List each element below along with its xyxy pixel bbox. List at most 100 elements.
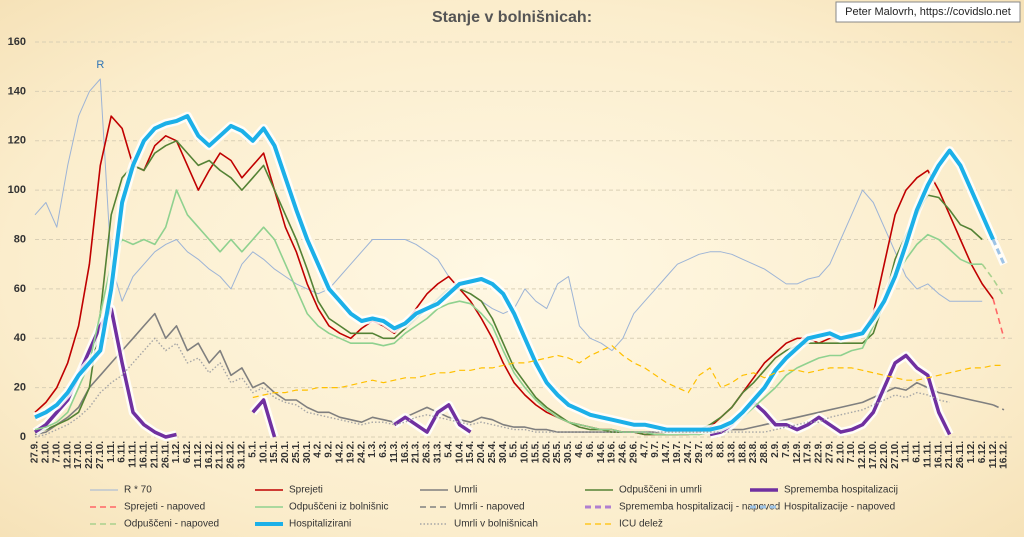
x-tick-label: 5.4. [443, 441, 454, 458]
x-tick-label: 4.2. [313, 441, 324, 458]
x-tick-label: 16.12. [204, 441, 215, 469]
x-tick-label: 19.7. [672, 441, 683, 463]
x-tick-label: 24.6. [618, 441, 629, 463]
series-line [34, 189, 983, 436]
x-tick-label: 9.7. [650, 441, 661, 458]
x-tick-label: 14.7. [661, 441, 672, 463]
x-tick-label: 30.5. [563, 441, 574, 463]
series-line [992, 404, 1005, 411]
x-tick-label: 1.12. [171, 441, 182, 463]
x-tick-label: 5.1. [247, 441, 258, 458]
x-tick-label: 14.6. [596, 441, 607, 463]
x-tick-label: 27.9. [824, 441, 835, 463]
legend-label: Sprememba hospitalizacij - napoved [619, 502, 780, 513]
credit: Peter Malovrh, https://covidslo.net [845, 6, 1011, 18]
x-tick-label: 15.4. [465, 441, 476, 463]
x-tick-label: 6.12. [977, 441, 988, 463]
annotation: R [96, 59, 104, 71]
x-tick-label: 22.10. [84, 441, 95, 469]
y-tick-label: 120 [8, 135, 26, 147]
x-tick-label: 3.8. [705, 441, 716, 458]
x-tick-label: 31.3. [432, 441, 443, 463]
series-line [34, 114, 995, 432]
x-tick-label: 10.1. [258, 441, 269, 463]
x-tick-label: 24.2. [356, 441, 367, 463]
x-tick-label: 14.2. [334, 441, 345, 463]
x-tick-label: 29.7. [694, 441, 705, 463]
x-tick-label: 2.10. [835, 441, 846, 463]
legend-label: Hospitalizirani [289, 519, 351, 530]
y-tick-label: 100 [8, 184, 26, 196]
legend-label: Hospitalizacije - napoved [784, 502, 895, 513]
x-tick-label: 12.10. [62, 441, 73, 469]
x-tick-label: 16.12. [999, 441, 1010, 469]
x-tick-label: 11.11. [922, 441, 933, 468]
x-tick-label: 11.11. [128, 441, 139, 468]
x-tick-label: 25.1. [291, 441, 302, 463]
legend-label: R * 70 [124, 485, 152, 496]
x-tick-label: 18.8. [737, 441, 748, 463]
series-line [991, 238, 1006, 265]
x-tick-label: 17.10. [868, 441, 879, 469]
x-tick-label: 25.4. [487, 441, 498, 463]
legend-label: ICU delež [619, 519, 663, 530]
x-tick-label: 8.8. [716, 441, 727, 458]
x-tick-label: 11.12. [193, 441, 204, 468]
x-tick-label: 20.5. [541, 441, 552, 463]
y-tick-label: 160 [8, 36, 26, 48]
x-tick-label: 27.10. [890, 441, 901, 469]
x-tick-label: 24.7. [683, 441, 694, 463]
legend-label: Umrli - napoved [454, 502, 525, 513]
x-tick-label: 2.10. [41, 441, 52, 463]
x-tick-label: 9.2. [324, 441, 335, 458]
x-tick-label: 6.3. [378, 441, 389, 458]
x-tick-label: 6.12. [182, 441, 193, 463]
legend-label: Sprejeti [289, 485, 323, 496]
x-tick-label: 15.5. [530, 441, 541, 463]
x-tick-label: 4.6. [574, 441, 585, 458]
x-tick-label: 22.9. [814, 441, 825, 463]
x-tick-label: 16.11. [139, 441, 150, 468]
x-tick-label: 23.8. [748, 441, 759, 463]
legend-label: Odpuščeni - napoved [124, 519, 219, 530]
x-tick-label: 21.12. [215, 441, 226, 469]
series-line [34, 115, 994, 436]
series-line [34, 312, 994, 436]
x-tick-label: 2.9. [770, 441, 781, 458]
x-tick-label: 31.12. [237, 441, 248, 469]
x-tick-label: 13.8. [726, 441, 737, 463]
y-tick-label: 60 [14, 283, 26, 295]
chart-title: Stanje v bolnišnicah: [432, 9, 592, 26]
x-tick-label: 26.11. [955, 441, 966, 468]
y-tick-label: 80 [14, 233, 26, 245]
x-tick-label: 5.5. [509, 441, 520, 458]
y-tick-label: 40 [14, 332, 26, 344]
x-tick-label: 26.3. [422, 441, 433, 463]
x-tick-label: 26.12. [226, 441, 237, 469]
x-tick-label: 4.7. [639, 441, 650, 458]
x-tick-label: 22.10. [879, 441, 890, 469]
x-tick-label: 6.11. [912, 441, 923, 463]
x-tick-label: 7.10. [51, 441, 62, 463]
x-tick-label: 17.9. [803, 441, 814, 463]
legend-label: Sprejeti - napoved [124, 502, 205, 513]
x-tick-label: 16.11. [933, 441, 944, 468]
x-tick-label: 1.11. [106, 441, 117, 463]
x-tick-label: 12.9. [792, 441, 803, 463]
legend-label: Odpuščeni in umrli [619, 485, 702, 496]
y-tick-label: 140 [8, 85, 26, 97]
series-line [252, 345, 1004, 399]
y-tick-label: 20 [14, 382, 26, 394]
x-tick-label: 9.6. [585, 441, 596, 458]
x-tick-label: 11.3. [389, 441, 400, 463]
legend-label: Umrli [454, 485, 477, 496]
x-tick-label: 21.11. [944, 441, 955, 468]
legend-label: Odpuščeni iz bolnišnic [289, 502, 389, 513]
x-tick-label: 16.3. [400, 441, 411, 463]
x-tick-label: 26.11. [160, 441, 171, 468]
x-tick-label: 7.9. [781, 441, 792, 458]
x-tick-label: 10.4. [454, 441, 465, 463]
x-tick-label: 21.11. [149, 441, 160, 468]
x-tick-label: 1.12. [966, 441, 977, 463]
